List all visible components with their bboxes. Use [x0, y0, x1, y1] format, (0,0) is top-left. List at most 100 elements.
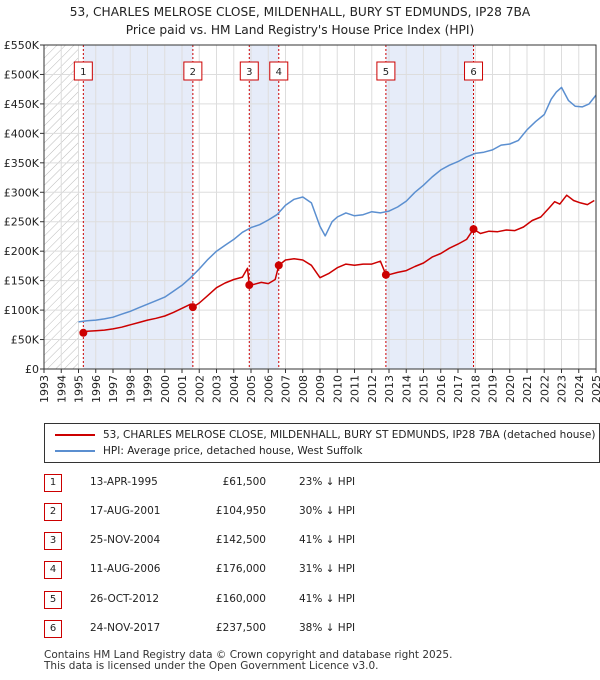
x-tick-label: 1997	[107, 375, 120, 403]
sale-number-badge: 3	[44, 532, 62, 550]
sale-hpi-diff: 30% ↓ HPI	[299, 505, 356, 517]
x-tick-label: 2024	[573, 375, 586, 403]
sale-number-box	[269, 61, 289, 81]
sale-hpi-diff: 31% ↓ HPI	[299, 563, 356, 575]
legend-item-hpi: HPI: Average price, detached house, West…	[55, 445, 363, 461]
x-tick-label: 2003	[211, 375, 224, 403]
sale-hpi-diff: 41% ↓ HPI	[299, 593, 356, 605]
table-row: 3 25-NOV-2004 £142,500 41% ↓ HPI	[44, 532, 444, 552]
sale-interval-shade	[83, 45, 193, 369]
footer-line-1: Contains HM Land Registry data © Crown c…	[44, 649, 453, 661]
table-row: 4 11-AUG-2006 £176,000 31% ↓ HPI	[44, 561, 444, 581]
sale-number-box	[183, 61, 203, 81]
sale-date: 24-NOV-2017	[90, 622, 161, 634]
sale-hpi-diff: 41% ↓ HPI	[299, 534, 356, 546]
x-tick-label: 2005	[245, 375, 258, 403]
x-tick-label: 1993	[38, 375, 51, 403]
x-tick-label: 2011	[349, 375, 362, 403]
sale-number-label: 3	[246, 67, 252, 78]
sale-point	[188, 303, 197, 312]
table-row: 6 24-NOV-2017 £237,500 38% ↓ HPI	[44, 620, 444, 640]
x-tick-label: 2001	[176, 375, 189, 403]
x-tick-label: 2008	[297, 375, 310, 403]
y-tick-label: £200K	[4, 245, 40, 258]
sale-number-box	[376, 61, 396, 81]
sale-number-badge: 2	[44, 503, 62, 521]
sale-date: 17-AUG-2001	[90, 505, 161, 517]
x-tick-label: 2020	[504, 375, 517, 403]
legend-swatch-property	[55, 434, 95, 436]
sale-date: 25-NOV-2004	[90, 534, 161, 546]
x-tick-label: 2014	[400, 375, 413, 403]
sale-price: £104,950	[215, 505, 266, 517]
y-tick-label: £100K	[4, 304, 40, 317]
sale-hpi-diff: 23% ↓ HPI	[299, 476, 356, 488]
x-tick-label: 2023	[556, 375, 569, 403]
x-tick-label: 1995	[73, 375, 86, 403]
sale-point	[274, 261, 283, 270]
title-line-1: 53, CHARLES MELROSE CLOSE, MILDENHALL, B…	[69, 5, 531, 19]
x-tick-label: 2015	[418, 375, 431, 403]
sale-date: 13-APR-1995	[90, 476, 158, 488]
sale-number-label: 5	[383, 67, 389, 78]
x-tick-label: 2016	[435, 375, 448, 403]
title-line-2: Price paid vs. HM Land Registry's House …	[125, 23, 475, 37]
sale-interval-shade	[249, 45, 279, 369]
x-tick-label: 2002	[193, 375, 206, 403]
table-row: 5 26-OCT-2012 £160,000 41% ↓ HPI	[44, 591, 444, 611]
sale-number-label: 4	[276, 67, 282, 78]
footer-attribution: Contains HM Land Registry data © Crown c…	[44, 650, 452, 672]
sale-number-label: 1	[80, 67, 86, 78]
sale-date: 11-AUG-2006	[90, 563, 161, 575]
x-tick-label: 1996	[90, 375, 103, 403]
x-tick-label: 2006	[262, 375, 275, 403]
sale-hpi-diff: 38% ↓ HPI	[299, 622, 356, 634]
footer-line-2: This data is licensed under the Open Gov…	[44, 660, 379, 672]
sale-number-label: 6	[470, 67, 476, 78]
sale-point	[79, 328, 88, 337]
x-tick-label: 1999	[142, 375, 155, 403]
x-tick-label: 2017	[452, 375, 465, 403]
sale-interval-shade	[385, 45, 474, 369]
x-tick-label: 1998	[124, 375, 137, 403]
y-tick-label: £350K	[4, 157, 40, 170]
x-tick-label: 2007	[280, 375, 293, 403]
sale-price: £176,000	[215, 563, 266, 575]
y-tick-label: £300K	[4, 186, 40, 199]
x-tick-label: 2018	[469, 375, 482, 403]
x-tick-label: 2013	[383, 375, 396, 403]
sale-number-box	[464, 61, 484, 81]
table-row: 1 13-APR-1995 £61,500 23% ↓ HPI	[44, 474, 444, 494]
legend-item-property: 53, CHARLES MELROSE CLOSE, MILDENHALL, B…	[55, 429, 595, 445]
y-tick-label: £400K	[4, 127, 40, 140]
x-tick-label: 2025	[590, 375, 600, 403]
hpi-line	[78, 86, 597, 323]
sale-number-badge: 6	[44, 620, 62, 638]
x-tick-label: 2019	[487, 375, 500, 403]
legend-label-hpi: HPI: Average price, detached house, West…	[103, 445, 363, 457]
x-tick-label: 2012	[366, 375, 379, 403]
sale-number-badge: 4	[44, 561, 62, 579]
y-tick-label: £500K	[4, 68, 40, 81]
sale-price: £237,500	[215, 622, 266, 634]
x-tick-label: 2021	[521, 375, 534, 403]
y-tick-label: £0	[25, 363, 39, 376]
sale-price: £142,500	[215, 534, 266, 546]
sale-date: 26-OCT-2012	[90, 593, 159, 605]
property-price-line	[83, 194, 595, 334]
y-tick-label: £450K	[4, 98, 40, 111]
legend-swatch-hpi	[55, 450, 95, 452]
legend-label-property: 53, CHARLES MELROSE CLOSE, MILDENHALL, B…	[103, 429, 596, 441]
sale-price: £160,000	[215, 593, 266, 605]
sale-number-badge: 1	[44, 474, 62, 492]
sale-number-label: 2	[190, 67, 196, 78]
sale-price: £61,500	[222, 476, 266, 488]
x-tick-label: 2004	[228, 375, 241, 403]
y-tick-label: £150K	[4, 275, 40, 288]
y-tick-label: £50K	[11, 334, 40, 347]
legend: 53, CHARLES MELROSE CLOSE, MILDENHALL, B…	[44, 423, 600, 463]
sale-point	[381, 270, 390, 279]
sale-number-box	[73, 61, 93, 81]
sale-point	[469, 225, 478, 234]
x-tick-label: 2010	[331, 375, 344, 403]
